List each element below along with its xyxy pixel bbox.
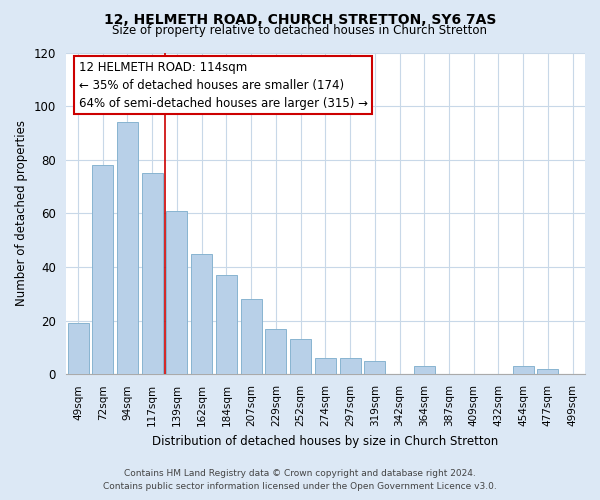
Bar <box>117 122 138 374</box>
Bar <box>340 358 361 374</box>
Bar <box>166 210 187 374</box>
Bar <box>68 324 89 374</box>
X-axis label: Distribution of detached houses by size in Church Stretton: Distribution of detached houses by size … <box>152 434 499 448</box>
Text: Contains HM Land Registry data © Crown copyright and database right 2024.
Contai: Contains HM Land Registry data © Crown c… <box>103 470 497 491</box>
Bar <box>142 173 163 374</box>
Bar <box>92 165 113 374</box>
Bar <box>216 275 237 374</box>
Text: 12, HELMETH ROAD, CHURCH STRETTON, SY6 7AS: 12, HELMETH ROAD, CHURCH STRETTON, SY6 7… <box>104 12 496 26</box>
Bar <box>414 366 435 374</box>
Text: 12 HELMETH ROAD: 114sqm
← 35% of detached houses are smaller (174)
64% of semi-d: 12 HELMETH ROAD: 114sqm ← 35% of detache… <box>79 60 368 110</box>
Bar <box>538 369 559 374</box>
Y-axis label: Number of detached properties: Number of detached properties <box>15 120 28 306</box>
Bar <box>265 328 286 374</box>
Bar <box>364 361 385 374</box>
Bar <box>191 254 212 374</box>
Bar <box>290 340 311 374</box>
Bar <box>512 366 533 374</box>
Bar <box>241 299 262 374</box>
Text: Size of property relative to detached houses in Church Stretton: Size of property relative to detached ho… <box>113 24 487 37</box>
Bar <box>315 358 336 374</box>
